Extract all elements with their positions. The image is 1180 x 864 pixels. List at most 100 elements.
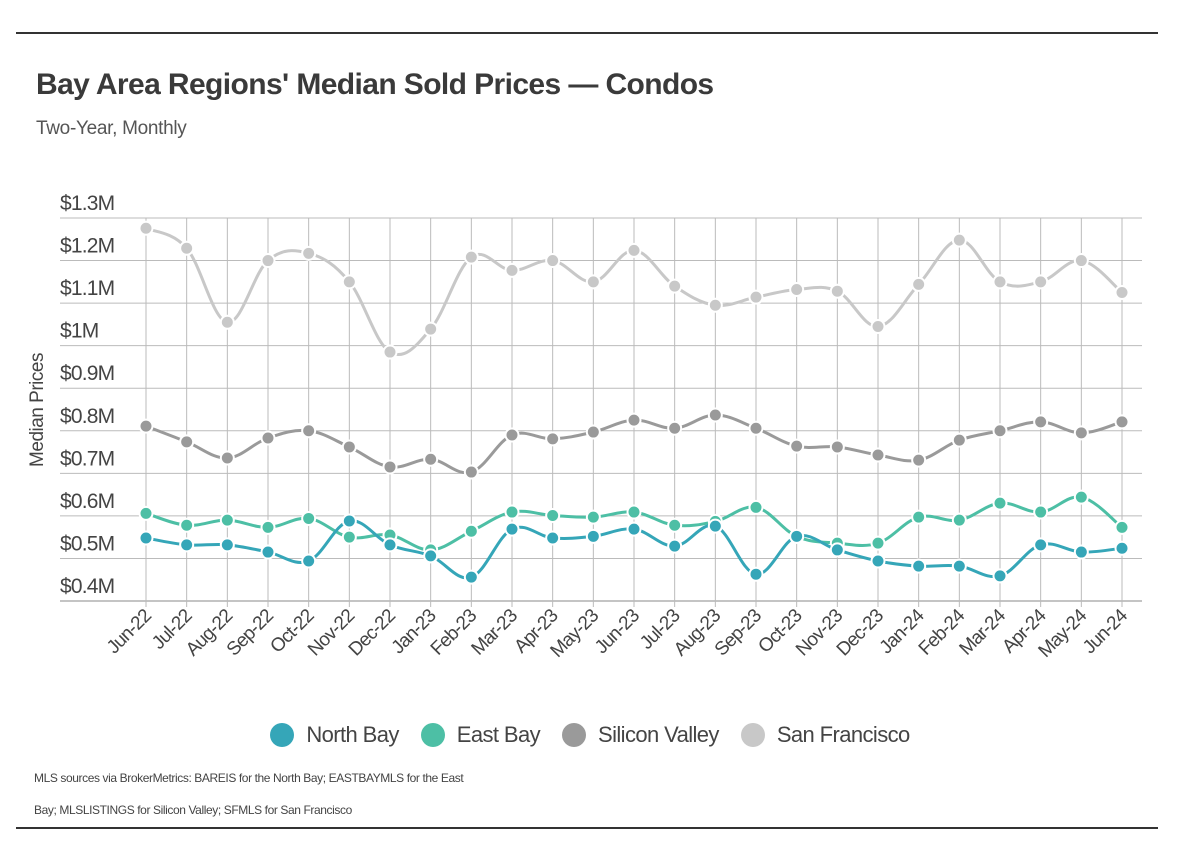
data-point[interactable]	[423, 548, 439, 564]
data-point[interactable]	[870, 319, 886, 335]
data-point[interactable]	[1114, 414, 1130, 430]
legend-item[interactable]: North Bay	[270, 722, 399, 748]
data-point[interactable]	[829, 439, 845, 455]
data-point[interactable]	[423, 321, 439, 337]
data-point[interactable]	[219, 537, 235, 553]
data-point[interactable]	[504, 521, 520, 537]
data-point[interactable]	[219, 512, 235, 528]
data-point[interactable]	[1073, 544, 1089, 560]
data-point[interactable]	[1033, 504, 1049, 520]
data-point[interactable]	[341, 274, 357, 290]
data-point[interactable]	[626, 412, 642, 428]
data-point[interactable]	[870, 447, 886, 463]
data-point[interactable]	[789, 438, 805, 454]
data-point[interactable]	[341, 439, 357, 455]
data-point[interactable]	[626, 504, 642, 520]
data-point[interactable]	[1114, 519, 1130, 535]
data-point[interactable]	[911, 276, 927, 292]
data-point[interactable]	[545, 530, 561, 546]
data-point[interactable]	[585, 274, 601, 290]
data-point[interactable]	[138, 418, 154, 434]
data-point[interactable]	[463, 249, 479, 265]
data-point[interactable]	[585, 424, 601, 440]
data-point[interactable]	[870, 553, 886, 569]
data-point[interactable]	[748, 420, 764, 436]
data-point[interactable]	[301, 553, 317, 569]
legend-item[interactable]: East Bay	[420, 722, 541, 748]
data-point[interactable]	[463, 569, 479, 585]
data-point[interactable]	[789, 281, 805, 297]
data-point[interactable]	[179, 434, 195, 450]
data-point[interactable]	[667, 420, 683, 436]
data-point[interactable]	[545, 507, 561, 523]
data-point[interactable]	[911, 452, 927, 468]
data-point[interactable]	[301, 510, 317, 526]
legend-item[interactable]: San Francisco	[740, 722, 910, 748]
data-point[interactable]	[707, 407, 723, 423]
data-point[interactable]	[504, 427, 520, 443]
data-point[interactable]	[951, 512, 967, 528]
data-point[interactable]	[260, 430, 276, 446]
data-point[interactable]	[545, 253, 561, 269]
data-point[interactable]	[992, 568, 1008, 584]
data-point[interactable]	[219, 450, 235, 466]
data-point[interactable]	[219, 314, 235, 330]
data-point[interactable]	[911, 558, 927, 574]
data-point[interactable]	[667, 278, 683, 294]
data-point[interactable]	[463, 523, 479, 539]
legend-item[interactable]: Silicon Valley	[562, 722, 719, 748]
data-point[interactable]	[301, 423, 317, 439]
data-point[interactable]	[951, 232, 967, 248]
data-point[interactable]	[463, 464, 479, 480]
legend-label: North Bay	[306, 722, 399, 747]
data-point[interactable]	[992, 423, 1008, 439]
data-point[interactable]	[382, 537, 398, 553]
data-point[interactable]	[626, 521, 642, 537]
data-point[interactable]	[870, 535, 886, 551]
data-point[interactable]	[707, 518, 723, 534]
data-point[interactable]	[179, 240, 195, 256]
data-point[interactable]	[748, 499, 764, 515]
data-point[interactable]	[179, 537, 195, 553]
data-point[interactable]	[1033, 537, 1049, 553]
data-point[interactable]	[260, 519, 276, 535]
data-point[interactable]	[829, 283, 845, 299]
data-point[interactable]	[341, 529, 357, 545]
data-point[interactable]	[545, 431, 561, 447]
data-point[interactable]	[992, 274, 1008, 290]
data-point[interactable]	[138, 530, 154, 546]
data-point[interactable]	[951, 558, 967, 574]
data-point[interactable]	[748, 566, 764, 582]
data-point[interactable]	[382, 344, 398, 360]
data-point[interactable]	[179, 517, 195, 533]
data-point[interactable]	[748, 289, 764, 305]
data-point[interactable]	[301, 245, 317, 261]
data-point[interactable]	[1033, 414, 1049, 430]
data-point[interactable]	[1073, 425, 1089, 441]
data-point[interactable]	[260, 544, 276, 560]
data-point[interactable]	[992, 495, 1008, 511]
data-point[interactable]	[585, 528, 601, 544]
data-point[interactable]	[951, 432, 967, 448]
data-point[interactable]	[911, 509, 927, 525]
data-point[interactable]	[423, 451, 439, 467]
data-point[interactable]	[504, 262, 520, 278]
data-point[interactable]	[789, 528, 805, 544]
data-point[interactable]	[1114, 284, 1130, 300]
data-point[interactable]	[1033, 274, 1049, 290]
data-point[interactable]	[138, 505, 154, 521]
data-point[interactable]	[667, 517, 683, 533]
data-point[interactable]	[585, 509, 601, 525]
data-point[interactable]	[1114, 540, 1130, 556]
data-point[interactable]	[1073, 489, 1089, 505]
data-point[interactable]	[626, 242, 642, 258]
data-point[interactable]	[138, 220, 154, 236]
data-point[interactable]	[260, 253, 276, 269]
data-point[interactable]	[667, 538, 683, 554]
data-point[interactable]	[707, 297, 723, 313]
data-point[interactable]	[504, 504, 520, 520]
data-point[interactable]	[1073, 253, 1089, 269]
data-point[interactable]	[341, 513, 357, 529]
data-point[interactable]	[829, 542, 845, 558]
data-point[interactable]	[382, 459, 398, 475]
